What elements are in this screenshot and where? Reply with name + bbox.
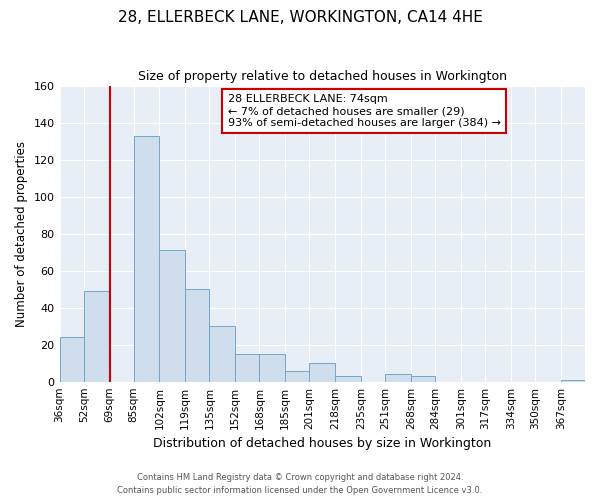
X-axis label: Distribution of detached houses by size in Workington: Distribution of detached houses by size …	[153, 437, 491, 450]
Bar	[59, 338, 84, 382]
Bar	[561, 380, 585, 382]
Y-axis label: Number of detached properties: Number of detached properties	[15, 140, 28, 326]
Bar	[209, 326, 235, 382]
Title: Size of property relative to detached houses in Workington: Size of property relative to detached ho…	[138, 70, 507, 83]
Text: 28, ELLERBECK LANE, WORKINGTON, CA14 4HE: 28, ELLERBECK LANE, WORKINGTON, CA14 4HE	[118, 10, 482, 25]
Bar	[259, 354, 285, 382]
Text: 28 ELLERBECK LANE: 74sqm
← 7% of detached houses are smaller (29)
93% of semi-de: 28 ELLERBECK LANE: 74sqm ← 7% of detache…	[227, 94, 500, 128]
Bar	[185, 289, 209, 382]
Bar	[310, 363, 335, 382]
Bar	[160, 250, 185, 382]
Bar	[134, 136, 160, 382]
Bar	[84, 291, 110, 382]
Bar	[385, 374, 411, 382]
Bar	[411, 376, 435, 382]
Text: Contains HM Land Registry data © Crown copyright and database right 2024.
Contai: Contains HM Land Registry data © Crown c…	[118, 474, 482, 495]
Bar	[235, 354, 259, 382]
Bar	[285, 370, 310, 382]
Bar	[335, 376, 361, 382]
